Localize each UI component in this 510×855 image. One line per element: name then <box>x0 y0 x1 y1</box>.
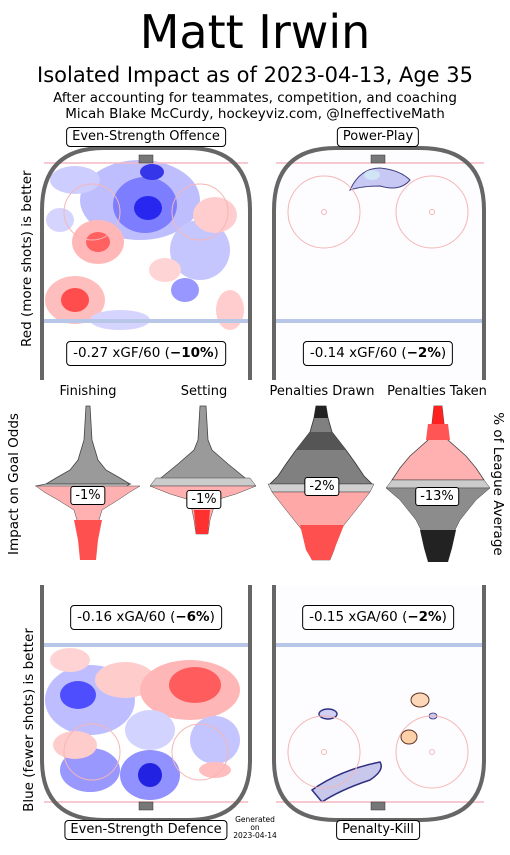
stat-es-offence-close: ) <box>213 345 219 361</box>
violin-penalties-drawn <box>267 405 375 561</box>
violin-head-penalties-drawn: Penalties Drawn <box>269 384 375 399</box>
panel-label-es-defence: Even-Strength Defence <box>64 820 228 840</box>
player-name: Matt Irwin <box>139 5 371 59</box>
stat-penalty-kill-pct: −2% <box>407 609 442 625</box>
stat-es-defence: -0.16 xGA/60 (−6%) <box>70 605 222 630</box>
violin-head-penalties-taken: Penalties Taken <box>387 384 487 399</box>
generated-line-1: Generated <box>235 815 275 824</box>
violin-head-finishing: Finishing <box>59 384 117 399</box>
generated-line-3: 2023-04-14 <box>233 831 277 840</box>
generated-stamp: Generated on 2023-04-14 <box>225 816 285 840</box>
violin-head-setting: Setting <box>180 384 228 399</box>
ylabel-league-average: % of League Average <box>490 412 506 556</box>
violin-value-setting: -1% <box>186 490 222 509</box>
stat-penalty-kill-text: -0.15 xGA/60 ( <box>309 609 408 625</box>
stat-es-offence-pct: −10% <box>169 345 214 361</box>
stat-penalty-kill-close: ) <box>441 609 447 625</box>
generated-line-2: on <box>250 823 260 832</box>
stat-es-offence-text: -0.27 xGF/60 ( <box>73 345 170 361</box>
byline-credits: Micah Blake McCurdy, hockeyviz.com, @Ine… <box>65 106 445 122</box>
heatmap-es-defence <box>45 648 240 800</box>
byline-method: After accounting for teammates, competit… <box>53 90 457 106</box>
stat-es-offence: -0.27 xGF/60 (−10%) <box>66 341 226 366</box>
heatmap-power-play <box>349 167 411 191</box>
stat-power-play-pct: −2% <box>406 345 441 361</box>
panel-label-es-offence: Even-Strength Offence <box>66 127 226 147</box>
stat-power-play-close: ) <box>440 345 447 361</box>
ylabel-defence: Blue (fewer shots) is better <box>21 628 37 812</box>
stat-power-play-text: -0.14 xGF/60 ( <box>309 345 407 361</box>
violin-finishing <box>34 405 141 560</box>
ylabel-goal-odds: Impact on Goal Odds <box>6 413 22 555</box>
heatmap-es-offence <box>45 160 244 330</box>
panel-label-penalty-kill: Penalty-Kill <box>336 820 420 840</box>
stat-es-defence-close: ) <box>209 609 215 625</box>
stat-es-defence-text: -0.16 xGA/60 ( <box>77 609 176 625</box>
page-subtitle: Isolated Impact as of 2023-04-13, Age 35 <box>37 63 473 87</box>
stat-power-play: -0.14 xGF/60 (−2%) <box>302 341 454 366</box>
violin-value-penalties-drawn: -2% <box>304 477 340 496</box>
ylabel-offence: Red (more shots) is better <box>19 170 35 347</box>
violin-penalties-taken <box>385 405 491 562</box>
stat-es-defence-pct: −6% <box>175 609 210 625</box>
violins <box>34 405 491 562</box>
violin-value-finishing: -1% <box>70 486 106 505</box>
panel-label-power-play: Power-Play <box>336 127 420 147</box>
rink-power-play <box>272 146 486 380</box>
heatmap-penalty-kill <box>310 692 438 803</box>
stat-penalty-kill: -0.15 xGA/60 (−2%) <box>302 605 454 630</box>
violin-setting <box>149 405 257 535</box>
rink-penalty-kill <box>272 585 486 822</box>
violin-value-penalties-taken: -13% <box>415 487 459 506</box>
